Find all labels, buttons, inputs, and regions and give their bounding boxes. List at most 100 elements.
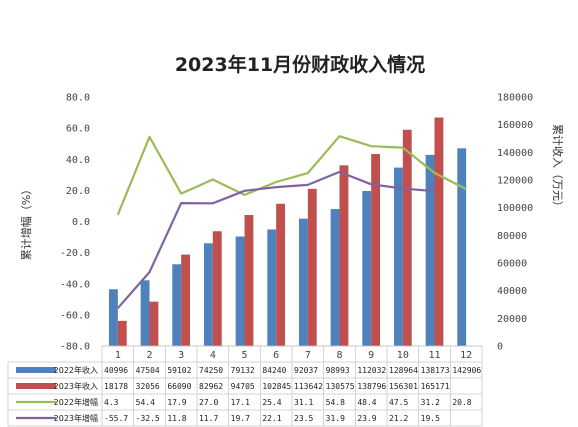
right-tick-label: 140000 bbox=[497, 148, 533, 159]
right-tick-label: 60000 bbox=[497, 259, 527, 270]
bar-2022-revenue bbox=[330, 209, 340, 346]
right-tick-label: 100000 bbox=[497, 203, 533, 214]
data-label: 113642 bbox=[294, 382, 323, 391]
data-label: 112032 bbox=[357, 366, 386, 375]
line-2022-growth bbox=[116, 135, 467, 216]
data-label: 130575 bbox=[326, 382, 355, 391]
category-label: 10 bbox=[397, 350, 409, 361]
data-label: 92037 bbox=[294, 366, 318, 375]
data-label: 142906 bbox=[452, 366, 481, 375]
data-label: -32.5 bbox=[136, 414, 160, 423]
legend-label: 2023年收入 bbox=[54, 381, 98, 391]
category-label: 1 bbox=[115, 350, 121, 361]
data-label: 31.2 bbox=[421, 398, 440, 407]
legend-swatch bbox=[16, 367, 56, 373]
data-label: 19.5 bbox=[421, 414, 440, 423]
bar-2023-revenue bbox=[402, 129, 412, 346]
data-label: 59102 bbox=[167, 366, 191, 375]
data-label: 40996 bbox=[104, 366, 128, 375]
right-axis-label: 累计收入（万元） bbox=[551, 124, 565, 212]
right-tick-label: 40000 bbox=[497, 286, 527, 297]
bar-2022-revenue bbox=[108, 289, 118, 346]
bar-2023-revenue bbox=[339, 165, 349, 346]
data-label: 138796 bbox=[357, 382, 386, 391]
right-axis-ticks: 180000 160000 140000 120000 100000 80000 60000… bbox=[497, 93, 533, 353]
data-label: 23.5 bbox=[294, 414, 313, 423]
category-label: 5 bbox=[241, 350, 247, 361]
bar-2023-revenue bbox=[117, 320, 127, 346]
bar-2022-revenue bbox=[203, 243, 213, 346]
bar-2022-revenue bbox=[425, 154, 435, 346]
data-label: 27.0 bbox=[199, 398, 218, 407]
left-tick-label: 80.0 bbox=[66, 93, 90, 104]
data-label: 48.4 bbox=[357, 398, 376, 407]
right-tick-label: 180000 bbox=[497, 93, 533, 104]
data-label: -55.7 bbox=[104, 414, 128, 423]
data-label: 47.5 bbox=[389, 398, 408, 407]
data-label: 74250 bbox=[199, 366, 223, 375]
category-label: 9 bbox=[368, 350, 374, 361]
data-label: 54.8 bbox=[326, 398, 345, 407]
bar-2022-revenue bbox=[140, 280, 150, 346]
data-label: 11.8 bbox=[167, 414, 186, 423]
bar-2023-revenue bbox=[244, 214, 254, 346]
left-tick-label: -20.0 bbox=[60, 248, 90, 259]
category-label: 12 bbox=[460, 350, 472, 361]
bar-2023-revenue bbox=[276, 203, 286, 346]
category-label: 4 bbox=[210, 350, 216, 361]
data-label: 19.7 bbox=[231, 414, 250, 423]
data-label: 31.9 bbox=[326, 414, 345, 423]
data-label: 94705 bbox=[231, 382, 255, 391]
right-tick-label: 0 bbox=[497, 342, 503, 353]
category-label: 8 bbox=[336, 350, 342, 361]
data-label: 25.4 bbox=[262, 398, 281, 407]
bar-2023-revenue bbox=[149, 301, 159, 346]
category-label: 2 bbox=[146, 350, 152, 361]
bar-2022-revenue bbox=[393, 167, 403, 346]
bar-2022-revenue bbox=[172, 264, 182, 346]
left-tick-label: -60.0 bbox=[60, 310, 90, 321]
category-label: 11 bbox=[428, 350, 440, 361]
left-axis-ticks: 80.0 60.0 40.0 20.0 0.0 -20.0 -40.0 -60.0 -80.0 bbox=[60, 93, 90, 353]
category-label: 6 bbox=[273, 350, 279, 361]
data-label: 54.4 bbox=[136, 398, 155, 407]
data-label: 20.8 bbox=[452, 398, 471, 407]
bar-2022-revenue bbox=[362, 191, 372, 346]
data-label: 47504 bbox=[136, 366, 160, 375]
data-label: 128964 bbox=[389, 366, 418, 375]
bar-2022-revenue bbox=[235, 236, 245, 346]
data-label: 138173 bbox=[421, 366, 450, 375]
data-label: 66090 bbox=[167, 382, 191, 391]
right-tick-label: 120000 bbox=[497, 176, 533, 187]
category-label: 3 bbox=[178, 350, 184, 361]
left-tick-label: -80.0 bbox=[60, 342, 90, 353]
data-label: 22.1 bbox=[262, 414, 281, 423]
right-tick-label: 20000 bbox=[497, 314, 527, 325]
data-label: 31.1 bbox=[294, 398, 313, 407]
left-tick-label: 60.0 bbox=[66, 124, 90, 135]
data-label: 102845 bbox=[262, 382, 291, 391]
bar-2023-revenue bbox=[434, 117, 444, 346]
bar-2023-revenue bbox=[212, 231, 222, 346]
left-tick-label: 20.0 bbox=[66, 186, 90, 197]
data-label: 32056 bbox=[136, 382, 160, 391]
line-2023-growth bbox=[116, 170, 435, 309]
legend-label: 2022年收入 bbox=[54, 365, 98, 375]
data-label: 11.7 bbox=[199, 414, 218, 423]
data-label: 18178 bbox=[104, 382, 128, 391]
bar-2022-revenue bbox=[298, 218, 308, 346]
left-axis-label: 累计增幅（%） bbox=[19, 184, 33, 260]
data-label: 21.2 bbox=[389, 414, 408, 423]
data-label: 17.1 bbox=[231, 398, 250, 407]
data-label: 98993 bbox=[326, 366, 350, 375]
right-tick-label: 160000 bbox=[497, 120, 533, 131]
left-tick-label: 0.0 bbox=[72, 217, 90, 228]
data-label: 82962 bbox=[199, 382, 223, 391]
data-label: 17.9 bbox=[167, 398, 186, 407]
left-tick-label: 40.0 bbox=[66, 155, 90, 166]
legend-swatch bbox=[16, 383, 56, 389]
bar-2023-revenue bbox=[371, 153, 381, 346]
bar-2023-revenue bbox=[307, 188, 317, 346]
